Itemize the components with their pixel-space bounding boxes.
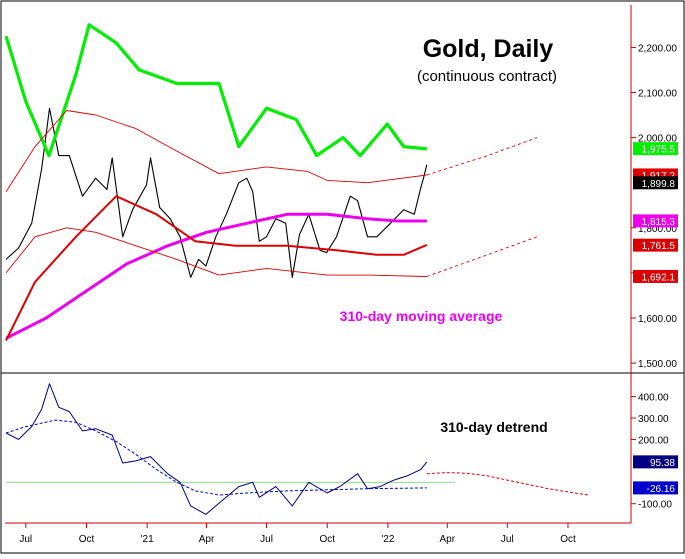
last-value-labels: 1,975.51,917.21,899.81,815.31,761.51,692…: [633, 142, 678, 283]
value-box: [633, 238, 678, 252]
value-box-label: 1,975.5: [642, 145, 676, 156]
x-tick-label: Jul: [19, 534, 32, 545]
value-box: [633, 269, 678, 283]
x-tick-label: Jul: [260, 534, 273, 545]
y-tick-label: 1,800.00: [638, 224, 677, 235]
y-tick-label: 400.00: [638, 393, 669, 404]
chart-subtitle: (continuous contract): [417, 68, 557, 85]
x-tick-label: '21: [141, 534, 154, 545]
main-panel-series: [4, 23, 538, 341]
y-tick-label: 300.00: [638, 414, 669, 425]
y-tick-label: -100.00: [638, 500, 672, 511]
detrend-axis: 400.00 300.00 200.00 -100.00: [631, 393, 672, 511]
y-tick-label: 200.00: [638, 435, 669, 446]
cycle-band-lower-line: [5, 227, 427, 277]
x-tick-label: Oct: [319, 534, 335, 545]
value-box-label: -26.16: [647, 484, 676, 495]
value-box: [633, 481, 678, 495]
value-box-label: 1,815.3: [642, 217, 676, 228]
x-tick-label: Apr: [199, 534, 215, 545]
value-box: [633, 176, 678, 190]
future-projection-line: [426, 472, 589, 496]
x-tick-label: Jul: [501, 534, 514, 545]
y-tick-label: 1,600.00: [638, 314, 677, 325]
value-box-label: 1,899.8: [642, 179, 676, 190]
detrend-annotation: 310-day detrend: [440, 419, 547, 435]
detrend-line: [5, 383, 428, 515]
detrend-panel-series: [5, 383, 589, 515]
time-axis: Jul Oct '21 Apr Jul Oct '22 Apr Jul Oct: [19, 523, 576, 545]
value-box-label: 95.38: [650, 458, 675, 469]
value-box-label: 1,761.5: [642, 241, 676, 252]
cycle-band-upper-line-projection: [426, 137, 538, 176]
cycle-upper-line: [4, 23, 427, 158]
cycle-band-mid-line: [5, 195, 428, 341]
x-tick-label: '22: [381, 534, 394, 545]
value-box: [633, 214, 678, 228]
cycle-band-upper-line: [5, 110, 427, 192]
value-box-label: 1,692.1: [642, 272, 676, 283]
value-box: [633, 142, 678, 156]
310-day-moving-average-line: [5, 212, 427, 340]
moving-average-annotation: 310-day moving average: [340, 308, 503, 324]
detrend-value-labels: 95.38 -26.16: [633, 455, 678, 495]
y-tick-label: 2,200.00: [638, 43, 677, 54]
x-tick-label: Apr: [439, 534, 455, 545]
y-tick-label: 2,000.00: [638, 134, 677, 145]
x-tick-label: Oct: [560, 534, 576, 545]
chart-title: Gold, Daily: [423, 35, 554, 63]
value-box: [633, 455, 678, 469]
projection-line: [5, 419, 427, 496]
y-tick-label: 1,500.00: [638, 359, 677, 370]
x-tick-label: Oct: [79, 534, 95, 545]
y-tick-label: 2,100.00: [638, 88, 677, 99]
